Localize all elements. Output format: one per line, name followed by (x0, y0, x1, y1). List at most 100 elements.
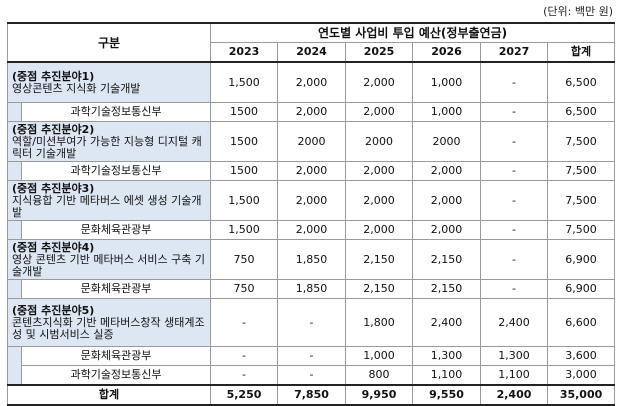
value-cell: 800 (345, 365, 413, 386)
category-description: 콘텐츠지식화 기반 메타버스창작 생태계조성 및 시범서비스 실증 (12, 315, 205, 341)
indent-cell (7, 102, 22, 122)
header-year: 2026 (412, 42, 481, 63)
ministry-row: 문화체육관광부 750 1,850 2,150 2,150-6,900 (7, 279, 616, 299)
indent-cell (7, 220, 22, 240)
ministry-row: 문화체육관광부 - -1,000 1,300 1,300 3,600 (7, 346, 616, 366)
value-cell: - (480, 61, 548, 103)
value-cell: 1,500 (210, 61, 278, 103)
total-label: 합계 (7, 384, 211, 406)
category-description: 역할/미션부여가 가능한 지능형 디지털 캐릭터 기술개발 (12, 134, 202, 160)
value-cell: 1,300 (480, 346, 548, 366)
category-cell: (중점 추진분야2) 역할/미션부여가 가능한 지능형 디지털 캐릭터 기술개발 (7, 121, 211, 162)
header-year: 2027 (480, 42, 548, 63)
category-cell: (중점 추진분야1) 영상콘텐츠 지식화 기술개발 (7, 61, 211, 103)
value-cell: 2,000 (277, 102, 346, 122)
value-cell: 1500 (210, 102, 278, 122)
total-value-cell: 2,400 (480, 384, 548, 406)
value-cell: 1,800 (345, 298, 413, 347)
value-cell: - (480, 239, 548, 280)
value-cell: 2,000 (277, 61, 346, 103)
row-total-cell: 6,600 (546, 298, 616, 347)
value-cell: 2,150 (345, 279, 413, 299)
ministry-row: 과학기술정보통신부 1500 2,000 2,000 1,000-6,500 (7, 102, 616, 122)
indent-cell (7, 365, 22, 385)
value-cell: - (480, 279, 548, 299)
value-cell: 2,000 (277, 161, 346, 181)
row-total-cell: 6,500 (546, 102, 616, 122)
row-total-cell: 6,900 (546, 279, 616, 299)
value-cell: 2,150 (412, 279, 481, 299)
value-cell: 2,000 (277, 220, 346, 240)
value-cell: 2,000 (412, 161, 481, 181)
ministry-name: 과학기술정보통신부 (21, 365, 211, 386)
category-row: (중점 추진분야4) 영상 콘텐츠 기반 메타버스 서비스 구축 기술개발 750 1… (7, 239, 616, 280)
value-cell: 2000 (277, 121, 346, 162)
indent-cell (7, 279, 22, 299)
unit-note: (단위: 백만 원) (543, 5, 613, 18)
value-cell: 2,000 (412, 180, 481, 221)
value-cell: - (480, 220, 548, 240)
value-cell: 1,000 (412, 102, 481, 122)
total-value-cell: 7,850 (277, 384, 346, 406)
header-year: 2023 (210, 42, 278, 63)
value-cell: 2,000 (345, 61, 413, 103)
total-value-cell: 35,000 (546, 384, 616, 406)
row-total-cell: 7,500 (546, 121, 616, 162)
value-cell: 1,300 (412, 346, 481, 366)
row-total-cell: 3,000 (546, 365, 616, 386)
category-cell: (중점 추진분야5) 콘텐츠지식화 기반 메타버스창작 생태계조성 및 시범서비스… (7, 298, 211, 347)
value-cell: - (480, 161, 548, 181)
header-total: 합계 (546, 42, 616, 63)
value-cell: - (210, 298, 278, 347)
ministry-name: 과학기술정보통신부 (21, 161, 211, 181)
ministry-name: 문화체육관광부 (21, 220, 211, 240)
value-cell: 2,000 (277, 180, 346, 221)
category-title: (중점 추진분야4) (12, 240, 95, 254)
row-total-cell: 7,500 (546, 161, 616, 181)
row-total-cell: 3,600 (546, 346, 616, 366)
value-cell: 2,000 (412, 220, 481, 240)
category-row: (중점 추진분야3) 지식융합 기반 메타버스 에셋 생성 기술개발 1,500 2,… (7, 180, 616, 221)
category-description: 영상콘텐츠 지식화 기술개발 (12, 81, 141, 95)
value-cell: - (277, 365, 346, 386)
value-cell: 2,400 (412, 298, 481, 347)
value-cell: 2,150 (412, 239, 481, 280)
value-cell: 2,000 (345, 220, 413, 240)
row-total-cell: 6,900 (546, 239, 616, 280)
ministry-row: 과학기술정보통신부 1500 2,000 2,000 2,000-7,500 (7, 161, 616, 181)
category-description: 지식융합 기반 메타버스 에셋 생성 기술개발 (12, 193, 202, 219)
category-title: (중점 추진분야3) (12, 181, 95, 195)
header-group-title: 연도별 사업비 투입 예산(정부출연금) (209, 22, 616, 43)
value-cell: 1,500 (210, 180, 278, 221)
category-title: (중점 추진분야1) (12, 69, 95, 83)
value-cell: 1500 (210, 121, 278, 162)
value-cell: 2,000 (345, 102, 413, 122)
ministry-name: 문화체육관광부 (21, 346, 211, 366)
value-cell: 1,000 (345, 346, 413, 366)
category-title: (중점 추진분야2) (12, 122, 95, 136)
category-row: (중점 추진분야1) 영상콘텐츠 지식화 기술개발 1,500 2,000 2,000 1… (7, 61, 616, 103)
row-total-cell: 6,500 (546, 61, 616, 103)
value-cell: 1,850 (277, 279, 346, 299)
value-cell: 2000 (345, 121, 413, 162)
value-cell: 2,000 (345, 161, 413, 181)
value-cell: 750 (210, 279, 278, 299)
category-cell: (중점 추진분야4) 영상 콘텐츠 기반 메타버스 서비스 구축 기술개발 (7, 239, 211, 280)
value-cell: 1,850 (277, 239, 346, 280)
ministry-name: 과학기술정보통신부 (21, 102, 211, 122)
value-cell: 1,100 (480, 365, 548, 386)
header-year: 2024 (277, 42, 346, 63)
row-total-cell: 7,500 (546, 180, 616, 221)
value-cell: 750 (210, 239, 278, 280)
value-cell: - (480, 102, 548, 122)
value-cell: - (277, 298, 346, 347)
indent-cell (7, 161, 22, 181)
value-cell: 1,500 (210, 220, 278, 240)
value-cell: - (480, 180, 548, 221)
total-value-cell: 5,250 (210, 384, 278, 406)
value-cell: 1,000 (412, 61, 481, 103)
budget-table: 구분 연도별 사업비 투입 예산(정부출연금) 2023 2024 2025 2… (7, 22, 616, 406)
value-cell: 2000 (412, 121, 481, 162)
value-cell: 1,100 (412, 365, 481, 386)
